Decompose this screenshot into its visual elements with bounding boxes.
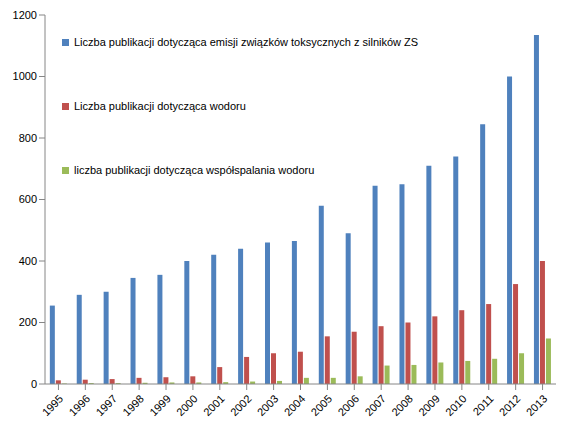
svg-text:0: 0 bbox=[31, 378, 37, 390]
svg-text:1999: 1999 bbox=[147, 392, 173, 418]
html-text:Liczba publikacji dotycząca em: Liczba publikacji dotycząca emisji związ… bbox=[74, 36, 419, 48]
svg-text:2004: 2004 bbox=[282, 392, 308, 418]
svg-text:1995: 1995 bbox=[40, 392, 66, 418]
svg-text:2007: 2007 bbox=[362, 392, 388, 418]
svg-text:2009: 2009 bbox=[416, 392, 442, 418]
svg-text:2001: 2001 bbox=[201, 392, 227, 418]
svg-text:2010: 2010 bbox=[443, 392, 469, 418]
html-text:Liczba publikacji dotycząca wo: Liczba publikacji dotycząca wodoru bbox=[74, 100, 246, 112]
svg-text:1996: 1996 bbox=[66, 392, 92, 418]
svg-text:2011: 2011 bbox=[470, 392, 495, 417]
svg-text:200: 200 bbox=[19, 316, 37, 328]
svg-text:1998: 1998 bbox=[120, 392, 146, 418]
svg-text:1997: 1997 bbox=[93, 392, 119, 418]
svg-text:2012: 2012 bbox=[497, 392, 523, 418]
svg-text:2000: 2000 bbox=[174, 392, 200, 418]
svg-text:2008: 2008 bbox=[389, 392, 415, 418]
svg-text:2002: 2002 bbox=[228, 392, 254, 418]
svg-text:2005: 2005 bbox=[309, 392, 335, 418]
svg-text:800: 800 bbox=[19, 132, 37, 144]
svg-text:2003: 2003 bbox=[255, 392, 281, 418]
svg-text:600: 600 bbox=[19, 193, 37, 205]
svg-text:1000: 1000 bbox=[13, 70, 37, 82]
svg-text:2006: 2006 bbox=[335, 392, 361, 418]
svg-text:1200: 1200 bbox=[13, 9, 37, 21]
svg-text:2013: 2013 bbox=[524, 392, 550, 418]
html-text:liczba publikacji dotycząca ws: liczba publikacji dotycząca współspalani… bbox=[74, 164, 315, 176]
svg-text:400: 400 bbox=[19, 255, 37, 267]
